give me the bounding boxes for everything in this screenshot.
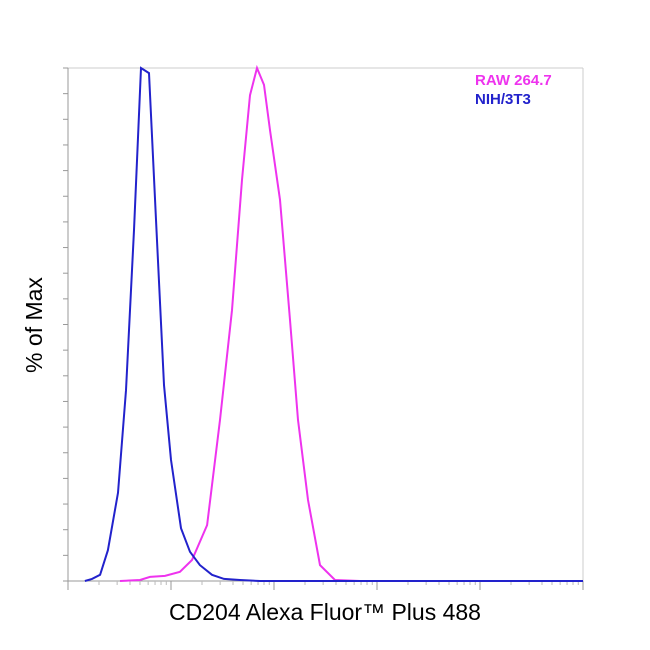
x-axis-label: CD204 Alexa Fluor™ Plus 488 xyxy=(169,599,481,625)
legend-entry: NIH/3T3 xyxy=(475,91,531,108)
legend-entry: RAW 264.7 xyxy=(475,72,552,89)
y-axis-label: % of Max xyxy=(21,277,47,373)
series-line xyxy=(84,66,583,582)
series-line xyxy=(119,64,583,582)
